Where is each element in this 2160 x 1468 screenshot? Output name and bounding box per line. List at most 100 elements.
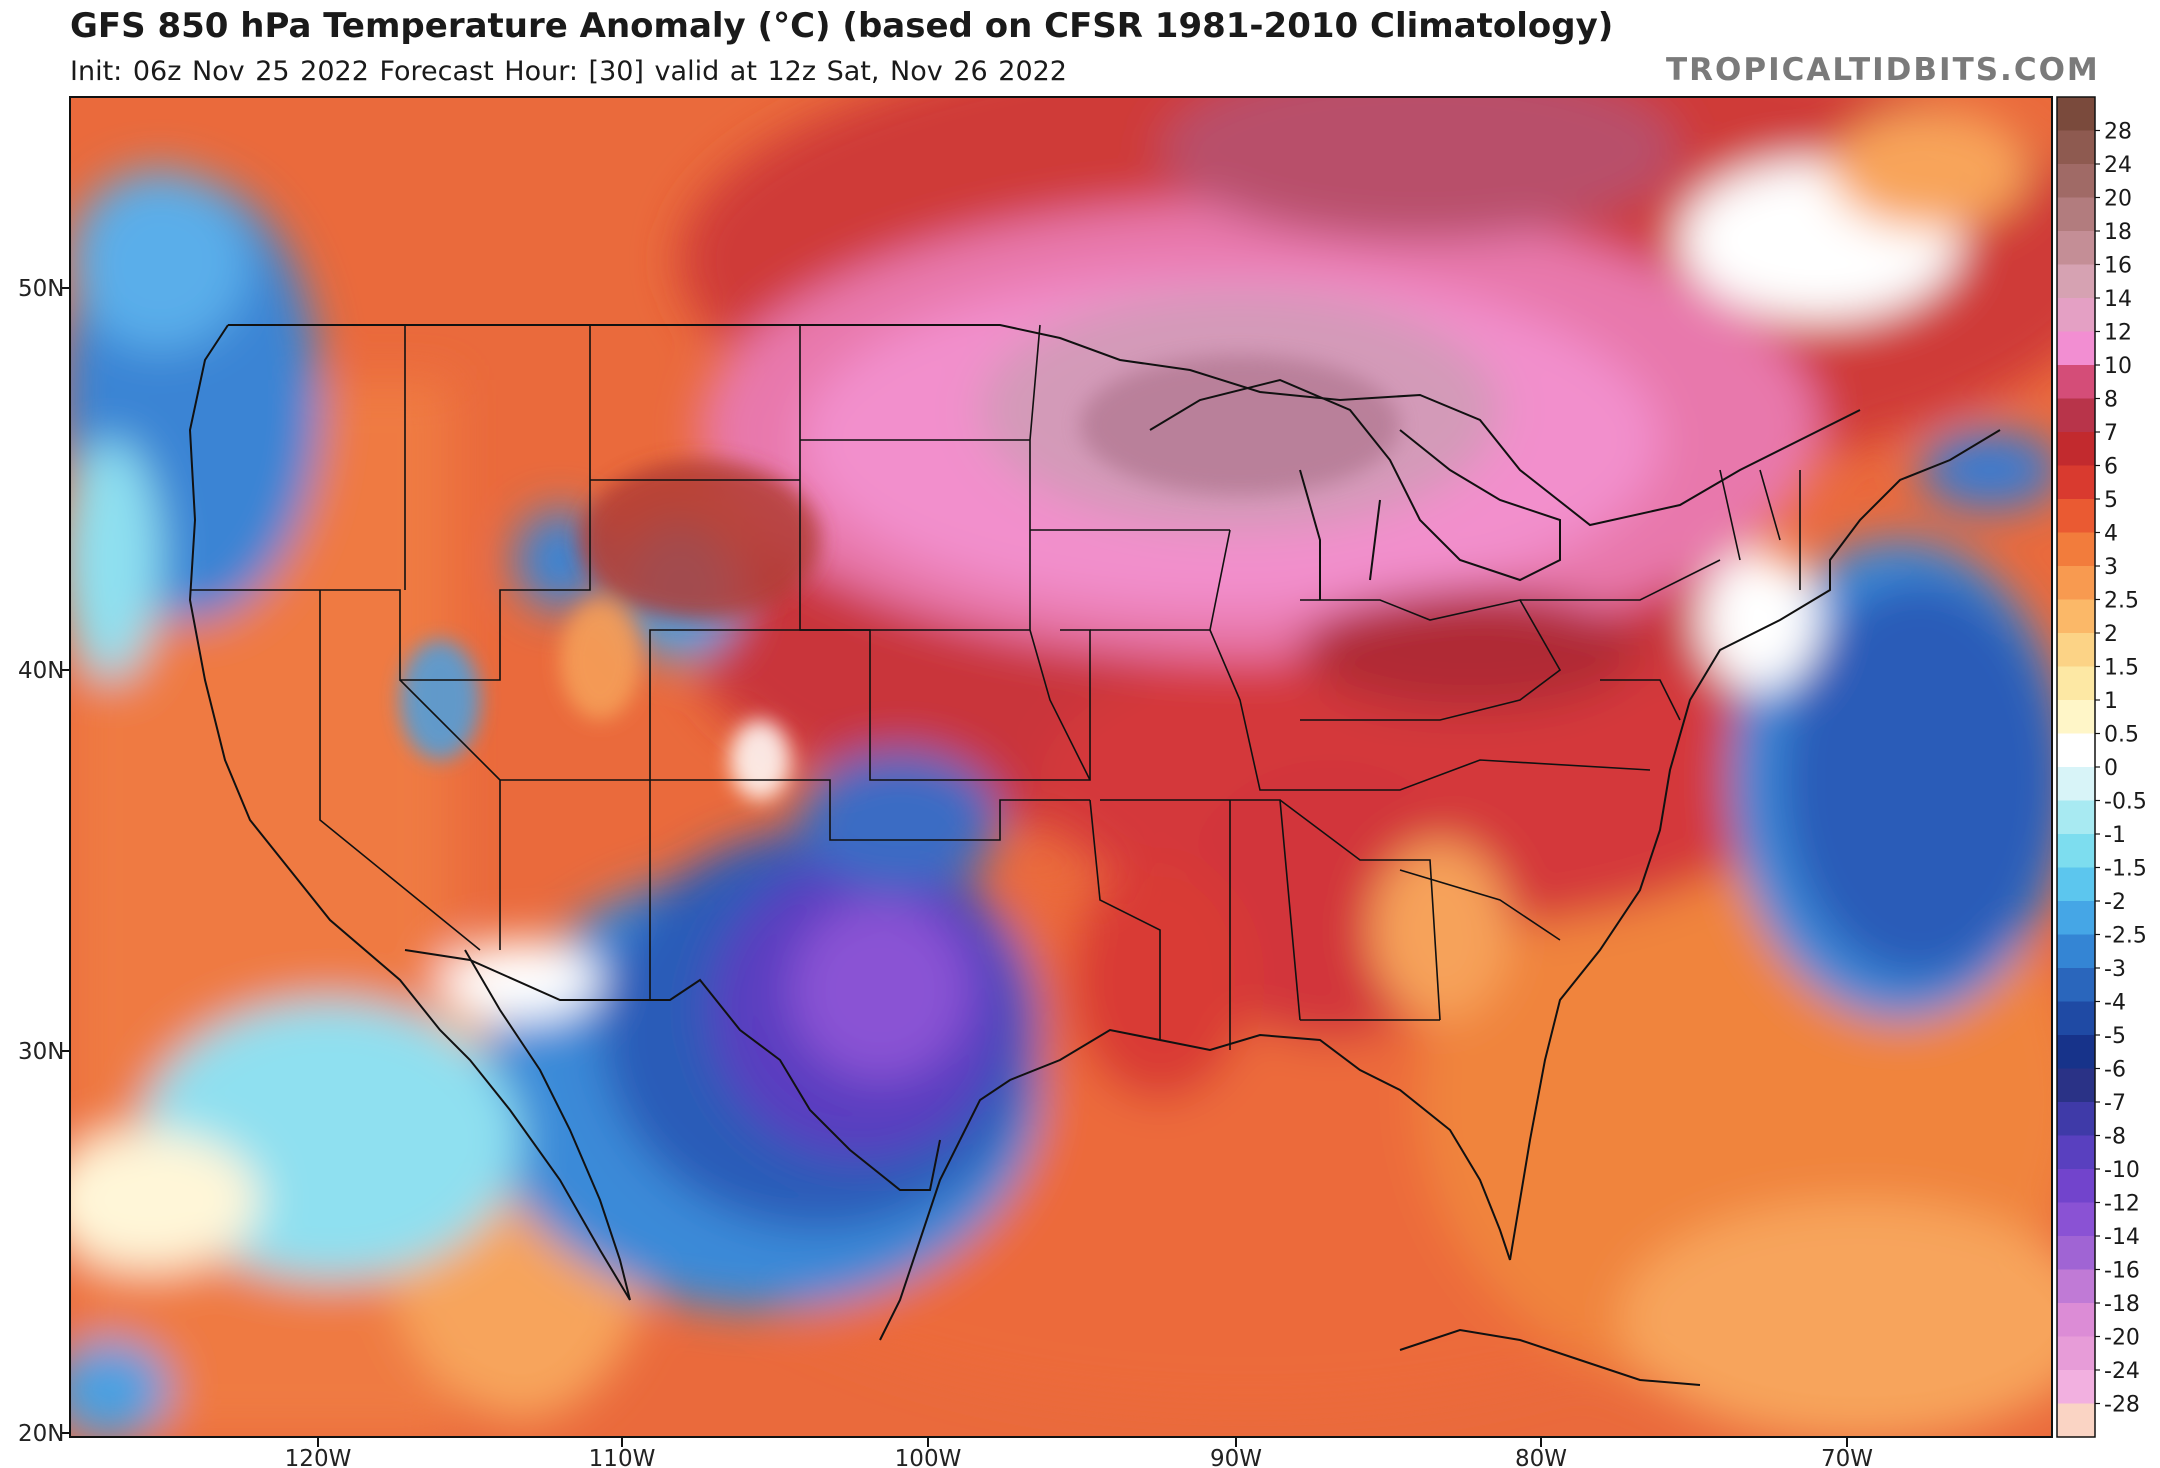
map-frame	[69, 96, 2053, 1438]
boundaries	[188, 324, 2001, 1386]
cuba	[1399, 1328, 1701, 1386]
colorbar-swatch	[2057, 1236, 2095, 1271]
colorbar-label: -18	[2104, 1292, 2140, 1317]
colorbar-swatch	[2057, 1001, 2095, 1036]
colorbar-swatch	[2057, 1102, 2095, 1137]
forecast-valid-line: Init: 06z Nov 25 2022 Forecast Hour: [30…	[70, 56, 1067, 87]
colorbar-label: -5	[2104, 1024, 2126, 1049]
colorbar-swatch	[2057, 733, 2095, 768]
colorbar-swatch	[2057, 532, 2095, 567]
lon-label-90w: 90W	[1210, 1446, 1262, 1468]
colorbar-swatch	[2057, 398, 2095, 433]
colorbar-swatch	[2057, 1202, 2095, 1237]
colorbar-swatch	[2057, 331, 2095, 366]
colorbar-swatch	[2057, 1035, 2095, 1070]
colorbar-label: -10	[2104, 1158, 2140, 1183]
site-brand: TROPICALTIDBITS.COM	[1666, 52, 2100, 88]
lat-label-20n: 20N	[18, 1421, 64, 1447]
colorbar-label: -28	[2104, 1393, 2140, 1418]
us-mexico-border	[404, 949, 941, 1191]
colorbar-swatch	[2057, 231, 2095, 266]
colorbar-swatch	[2057, 197, 2095, 232]
colorbar-label: -12	[2104, 1192, 2140, 1217]
colorbar-label: -7	[2104, 1091, 2126, 1116]
colorbar-label: -2.5	[2104, 924, 2147, 949]
colorbar-swatch	[2057, 666, 2095, 701]
lon-label-100w: 100W	[895, 1446, 962, 1468]
colorbar-label: -1	[2104, 823, 2126, 848]
colorbar-label: 2.5	[2104, 589, 2139, 614]
colorbar-swatch	[2057, 767, 2095, 802]
colorbar-swatch	[2057, 164, 2095, 199]
baja-peninsula	[464, 949, 631, 1301]
colorbar-label: -4	[2104, 991, 2126, 1016]
lon-label-120w: 120W	[285, 1446, 352, 1468]
colorbar-swatch	[2057, 1068, 2095, 1103]
colorbar-label: 5	[2104, 488, 2118, 513]
colorbar-label: -1.5	[2104, 857, 2147, 882]
colorbar-swatch	[2057, 566, 2095, 601]
lon-label-110w: 110W	[589, 1446, 656, 1468]
colorbar-label: -20	[2104, 1326, 2140, 1351]
colorbar-swatch	[2057, 934, 2095, 969]
colorbar-label: 18	[2104, 220, 2132, 245]
colorbar-label: 3	[2104, 555, 2118, 580]
colorbar-label: 4	[2104, 522, 2118, 547]
colorbar-label: 12	[2104, 321, 2132, 346]
colorbar-label: 20	[2104, 187, 2132, 212]
colorbar-swatch	[2057, 700, 2095, 735]
colorbar-swatch	[2057, 901, 2095, 936]
colorbar-swatch	[2057, 1169, 2095, 1204]
colorbar-swatch	[2057, 1403, 2095, 1438]
lon-label-80w: 80W	[1515, 1446, 1567, 1468]
colorbar-label: -6	[2104, 1058, 2126, 1083]
colorbar-swatch	[2057, 1370, 2095, 1405]
lat-label-50n: 50N	[18, 276, 64, 302]
colorbar-swatch	[2057, 465, 2095, 500]
colorbar-swatch	[2057, 499, 2095, 534]
colorbar-swatch	[2057, 1269, 2095, 1304]
great-lakes	[1149, 378, 1561, 600]
colorbar-label: 1.5	[2104, 656, 2139, 681]
axis-ticks	[60, 287, 1848, 1447]
colorbar-label: 7	[2104, 421, 2118, 446]
colorbar-label: 28	[2104, 120, 2132, 145]
colorbar-swatch	[2057, 834, 2095, 869]
colorbar-label: -8	[2104, 1125, 2126, 1150]
colorbar-label: 8	[2104, 388, 2118, 413]
colorbar-swatch	[2057, 800, 2095, 835]
colorbar-swatch	[2057, 867, 2095, 902]
texas-coast	[879, 1139, 961, 1341]
map-title: GFS 850 hPa Temperature Anomaly (°C) (ba…	[70, 6, 1614, 46]
colorbar-swatch	[2057, 432, 2095, 467]
anomaly-field	[70, 97, 2052, 1437]
us-canada-border	[228, 324, 1861, 527]
colorbar-swatch	[2057, 97, 2095, 132]
colorbar-swatch	[2057, 264, 2095, 299]
colorbar-label: 0.5	[2104, 723, 2139, 748]
lon-label-70w: 70W	[1821, 1446, 1873, 1468]
colorbar-label: 10	[2104, 354, 2132, 379]
gulf-coast	[959, 1028, 1511, 1261]
lat-label-30n: 30N	[18, 1039, 64, 1065]
colorbar-label: 6	[2104, 455, 2118, 480]
colorbar-label: 2	[2104, 622, 2118, 647]
colorbar-swatch	[2057, 599, 2095, 634]
colorbar-swatch	[2057, 130, 2095, 165]
colorbar-label: -0.5	[2104, 790, 2147, 815]
colorbar: 28 24 20 18 16 14 12 10 8 7 6 5 4 3 2.5 2 1.5 1 0.5 0 -0.5 -1…	[2056, 96, 2147, 1438]
colorbar-swatch	[2057, 1135, 2095, 1170]
colorbar-swatch	[2057, 365, 2095, 400]
colorbar-label: -3	[2104, 957, 2126, 982]
state-lines	[190, 324, 1801, 1050]
colorbar-label: 1	[2104, 689, 2118, 714]
colorbar-swatch	[2057, 1336, 2095, 1371]
colorbar-label: -14	[2104, 1225, 2140, 1250]
colorbar-swatch	[2057, 298, 2095, 333]
colorbar-swatch	[2057, 633, 2095, 668]
colorbar-label: 24	[2104, 153, 2132, 178]
lat-label-40n: 40N	[18, 658, 64, 684]
colorbar-label: 16	[2104, 254, 2132, 279]
pacific-coast	[188, 324, 631, 1301]
